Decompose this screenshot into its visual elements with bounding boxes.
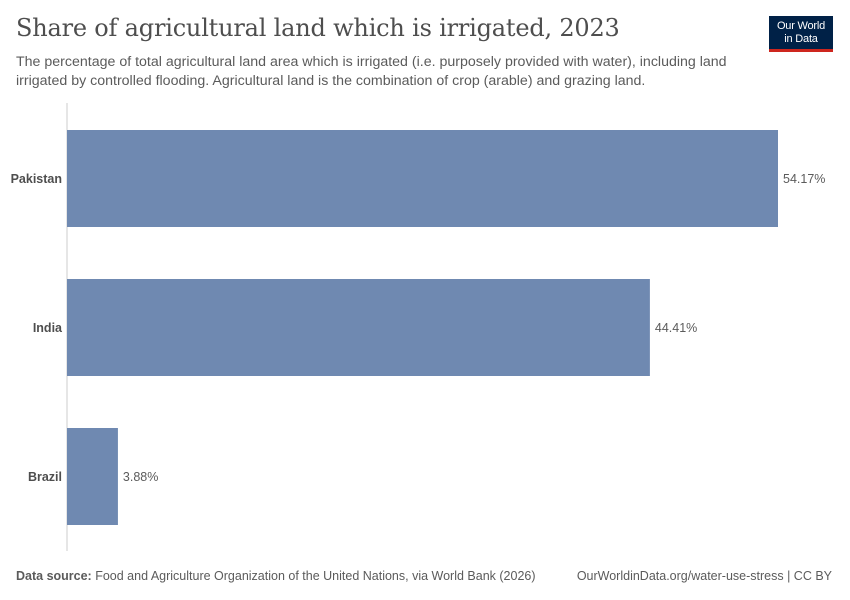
data-source-label: Data source: [16,569,92,583]
footer-url[interactable]: OurWorldinData.org/water-use-stress | CC… [576,569,832,583]
value-label-pakistan: 54.17% [783,172,825,186]
logo-line-1: Our World [776,20,826,32]
chart-subtitle: The percentage of total agricultural lan… [16,54,727,89]
bar-brazil[interactable] [67,428,118,525]
owid-logo[interactable]: Our World in Data [769,16,833,52]
chart-title: Share of agricultural land which is irri… [16,14,620,42]
value-label-india: 44.41% [655,321,697,335]
category-label-brazil: Brazil [28,470,62,484]
data-source: Data source: Food and Agriculture Organi… [16,569,536,583]
value-label-brazil: 3.88% [123,470,158,484]
bar-india[interactable] [67,279,650,376]
logo-line-2: in Data [784,33,818,45]
category-label-india: India [33,321,63,335]
category-label-pakistan: Pakistan [11,172,62,186]
bar-pakistan[interactable] [67,130,778,227]
data-source-text[interactable]: Food and Agriculture Organization of the… [95,569,536,583]
